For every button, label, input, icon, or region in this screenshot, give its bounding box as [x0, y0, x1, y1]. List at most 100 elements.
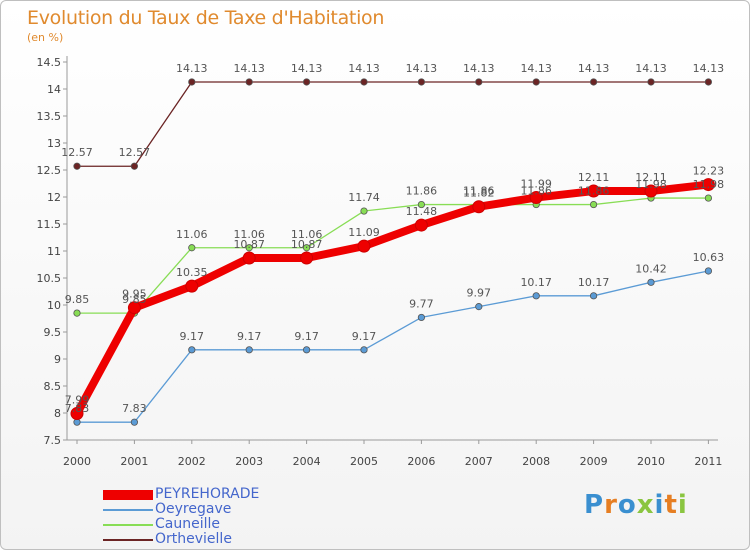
legend-swatch-oeyregave: [103, 509, 153, 511]
data-point-cauneille: [302, 244, 311, 252]
data-label-peyrehorade: 10.35: [176, 266, 208, 279]
data-label-oeyregave: 9.97: [467, 287, 492, 300]
data-point-oeyregave: [532, 292, 540, 300]
data-point-oeyregave: [188, 346, 196, 354]
y-tick-label: 13: [47, 137, 61, 150]
data-point-cauneille: [73, 309, 81, 317]
logo-letter: i: [654, 490, 665, 520]
data-label-orthevielle: 14.13: [176, 62, 208, 75]
data-point-orthevielle: [532, 78, 540, 86]
y-tick-label: 9: [54, 353, 61, 366]
data-label-cauneille: 11.86: [463, 185, 495, 198]
data-label-orthevielle: 12.57: [119, 146, 151, 159]
logo-letter: r: [604, 490, 618, 520]
data-label-cauneille: 9.85: [122, 293, 147, 306]
y-tick-label: 12: [47, 191, 61, 204]
data-point-peyrehorade: [529, 191, 543, 205]
y-tick-label: 10.5: [37, 272, 62, 285]
y-tick-label: 7.5: [44, 434, 62, 447]
unit-label: (en %): [27, 31, 64, 44]
x-tick-label: 2005: [350, 455, 378, 468]
data-label-cauneille: 11.86: [406, 185, 438, 198]
data-label-peyrehorade: 12.23: [693, 165, 725, 178]
data-point-orthevielle: [589, 78, 598, 86]
data-label-oeyregave: 10.17: [578, 276, 610, 289]
data-point-orthevielle: [302, 78, 311, 86]
data-point-cauneille: [360, 207, 368, 215]
data-point-orthevielle: [647, 78, 655, 86]
data-label-oeyregave: 9.17: [352, 330, 377, 343]
data-point-orthevielle: [704, 78, 713, 86]
data-point-cauneille: [245, 244, 253, 252]
data-point-peyrehorade: [644, 184, 658, 198]
data-point-orthevielle: [245, 78, 253, 86]
data-point-oeyregave: [704, 267, 713, 275]
legend-label-cauneille: Cauneille: [155, 516, 220, 532]
data-label-oeyregave: 9.17: [294, 330, 319, 343]
data-point-oeyregave: [589, 292, 598, 300]
logo-letter: o: [617, 490, 637, 520]
data-point-orthevielle: [188, 78, 196, 86]
x-tick-label: 2004: [293, 455, 321, 468]
data-label-orthevielle: 14.13: [578, 62, 610, 75]
data-label-peyrehorade: 11.48: [406, 205, 438, 218]
x-tick-label: 2000: [63, 455, 91, 468]
data-labels-layer: 12.57 12.57 14.13 14.13 14.13 14.13 14.13 14.13…: [61, 62, 724, 415]
x-tick-label: 2010: [637, 455, 665, 468]
data-point-cauneille: [188, 244, 196, 252]
data-label-oeyregave: 9.17: [180, 330, 205, 343]
data-point-oeyregave: [360, 346, 368, 354]
x-tick-label: 2008: [522, 455, 550, 468]
data-point-oeyregave: [647, 278, 655, 286]
data-label-orthevielle: 12.57: [61, 146, 93, 159]
data-point-peyrehorade: [587, 184, 601, 198]
data-label-peyrehorade: 10.87: [233, 238, 265, 251]
legend-label-oeyregave: Oeyregave: [155, 501, 232, 517]
data-label-orthevielle: 14.13: [233, 62, 265, 75]
data-label-oeyregave: 7.83: [65, 402, 90, 415]
logo-letter: t: [664, 490, 678, 520]
x-tick-label: 2009: [580, 455, 608, 468]
chart-title: Evolution du Taux de Taxe d'Habitation: [27, 7, 385, 29]
data-label-cauneille: 11.86: [520, 185, 552, 198]
data-label-oeyregave: 10.17: [520, 276, 552, 289]
series-line-cauneille: [76, 197, 710, 314]
data-point-orthevielle: [73, 162, 81, 170]
proxiti-logo: Proxiti: [584, 490, 688, 520]
data-label-cauneille: 11.06: [233, 228, 265, 241]
data-label-cauneille: 11.06: [176, 228, 208, 241]
data-label-cauneille: 9.85: [65, 293, 90, 306]
data-point-orthevielle: [417, 78, 425, 86]
data-label-cauneille: 11.98: [693, 178, 725, 191]
data-point-peyrehorade: [472, 200, 486, 214]
data-point-cauneille: [589, 200, 598, 209]
x-tick-label: 2007: [465, 455, 493, 468]
legend-swatch-cauneille: [103, 524, 153, 526]
data-label-oeyregave: 10.63: [693, 251, 725, 264]
y-tick-label: 14: [47, 83, 61, 96]
data-point-oeyregave: [245, 346, 253, 354]
data-point-peyrehorade: [300, 251, 314, 265]
data-point-cauneille: [704, 194, 713, 202]
data-label-peyrehorade: 12.11: [635, 171, 667, 184]
data-label-cauneille: 11.86: [578, 185, 610, 198]
axes: 7.5 8 8.5 9 9.5 10 10.5 11 11.5 12 12.5 13 13.5 14 14.…: [37, 56, 722, 468]
data-label-peyrehorade: 9.95: [122, 288, 147, 301]
series-line-peyrehorade: [73, 180, 713, 418]
y-tick-label: 9.5: [44, 326, 62, 339]
data-label-orthevielle: 14.13: [635, 62, 667, 75]
legend-label-orthevielle: Orthevielle: [155, 531, 232, 547]
data-label-cauneille: 11.98: [635, 178, 667, 191]
series-layer: [70, 78, 715, 426]
logo-letter: x: [636, 490, 655, 520]
data-point-peyrehorade: [70, 407, 84, 421]
logo-letter: i: [677, 490, 688, 520]
legend-swatch-peyrehorade: [103, 490, 153, 500]
data-point-peyrehorade: [242, 251, 256, 265]
data-label-peyrehorade: 12.11: [578, 171, 610, 184]
x-tick-label: 2006: [407, 455, 435, 468]
data-point-oeyregave: [475, 303, 483, 311]
data-label-oeyregave: 7.83: [122, 402, 147, 415]
